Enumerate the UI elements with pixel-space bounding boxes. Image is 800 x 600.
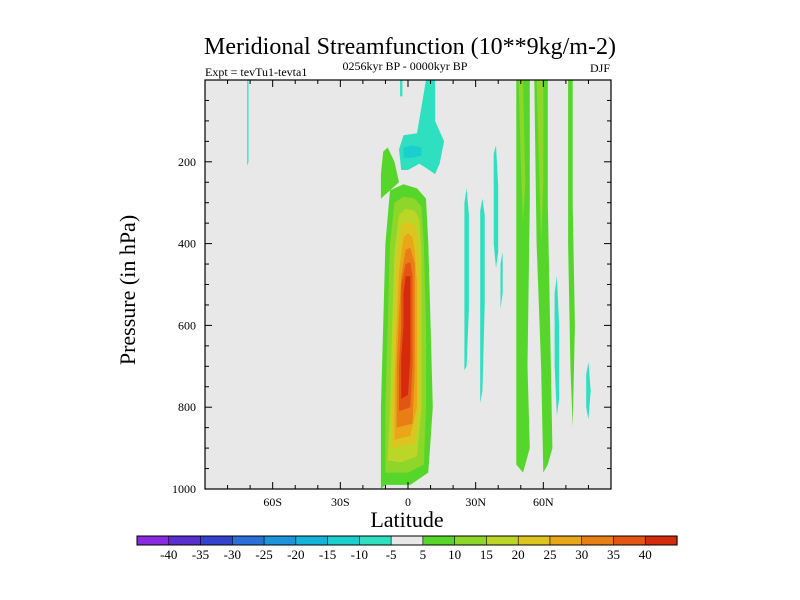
colorbar-swatch <box>613 535 646 546</box>
colorbar-label: 10 <box>448 547 461 562</box>
contour-region-upper-negative-cell--10-10 <box>403 145 422 158</box>
plot-area: 60S 30S 0 30N 60N 200 400 600 800 1000 <box>172 79 612 509</box>
colorbar-swatch <box>549 535 583 546</box>
colorbar-swatch <box>486 535 519 546</box>
season-label: DJF <box>590 61 610 75</box>
contour-region-positive-band-50N-5-15 <box>516 80 530 473</box>
colorbar-label: 25 <box>543 547 556 562</box>
colorbar-label: -15 <box>319 547 336 562</box>
colorbar-label: -10 <box>351 547 368 562</box>
x-axis-label: Latitude <box>370 507 443 532</box>
chart-title: Meridional Streamfunction (10**9kg/m-2) <box>204 34 616 60</box>
colorbar-swatch <box>263 535 297 546</box>
colorbar-swatch <box>422 535 456 546</box>
colorbar-label: -30 <box>224 547 241 562</box>
contour-regions <box>247 80 591 490</box>
x-tick-label: 30S <box>331 495 350 509</box>
colorbar-swatch <box>295 535 329 546</box>
x-tick-label: 30N <box>465 495 486 509</box>
colorbar-swatch <box>581 535 615 546</box>
contour-region-thin-negative-strip-65N--5-19 <box>554 276 560 416</box>
colorbar-label: 20 <box>512 547 525 562</box>
axis-ticks: 60S 30S 0 30N 60N 200 400 600 800 1000 <box>172 79 612 509</box>
contour-region-positive-band-58N-10-18 <box>536 80 544 244</box>
contour-region-thin-negative-line-70S--5-22 <box>247 80 249 166</box>
contour-region-thin-negative-strip-42N--5-14 <box>500 251 503 309</box>
colorbar-label: -40 <box>160 547 177 562</box>
contour-region-upper-positive-patch-5-8 <box>380 147 399 199</box>
y-tick-label: 1000 <box>172 482 196 496</box>
contour-region-thin-negative-strip-30N--5-11 <box>464 188 469 371</box>
y-tick-label: 800 <box>178 400 196 414</box>
colorbar-label: 5 <box>420 547 427 562</box>
experiment-label: Expt = tevTu1-tevta1 <box>205 65 307 79</box>
colorbar-swatch <box>359 535 392 546</box>
colorbar-label: -25 <box>255 547 272 562</box>
contour-region-thin-negative-strip-40N--5-13 <box>493 145 499 269</box>
contour-region-thin-negative-strip-80N--5-21 <box>586 362 591 420</box>
y-tick-label: 200 <box>178 155 196 169</box>
colorbar-swatch <box>327 535 360 546</box>
colorbar-label: 35 <box>607 547 620 562</box>
contour-region-thin-positive-strip-72N-5-20 <box>568 80 575 428</box>
colorbar-swatch <box>136 535 170 546</box>
colorbar-swatch <box>231 535 265 546</box>
colorbar-swatch <box>454 535 488 546</box>
colorbar-swatch <box>390 535 424 546</box>
colorbar-swatch <box>644 535 678 546</box>
colorbar-label: 30 <box>575 547 588 562</box>
colorbar-swatch <box>517 535 551 546</box>
colorbar-label: -20 <box>287 547 304 562</box>
period-label: 0256kyr BP - 0000kyr BP <box>343 59 468 73</box>
contour-region-tiny-negative-dot-3S--5-23 <box>400 80 403 97</box>
x-tick-label: 60N <box>533 495 554 509</box>
colorbar-label: -35 <box>192 547 209 562</box>
colorbar: -40 -35 -30 -25 -20 -15 -10 -5 5 10 15 20 25 30 35 40 <box>136 535 678 562</box>
colorbar-label: 40 <box>639 547 652 562</box>
colorbar-label: -5 <box>386 547 397 562</box>
contour-region-positive-band-50N-10-16 <box>518 80 526 224</box>
contour-region-positive-cell-southern-40-7 <box>401 276 411 399</box>
colorbar-swatch <box>168 535 202 546</box>
contour-region-thin-negative-strip-35N--5-12 <box>480 198 485 404</box>
colorbar-swatch <box>200 535 233 546</box>
y-axis-label: Pressure (in hPa) <box>115 215 140 365</box>
y-tick-label: 400 <box>178 237 196 251</box>
colorbar-label: 15 <box>480 547 493 562</box>
contour-region-positive-band-58N-5-17 <box>534 80 553 473</box>
x-tick-label: 60S <box>263 495 282 509</box>
colorbar-frame <box>136 535 678 546</box>
x-tick-label: 0 <box>405 495 411 509</box>
y-tick-label: 600 <box>178 318 196 332</box>
